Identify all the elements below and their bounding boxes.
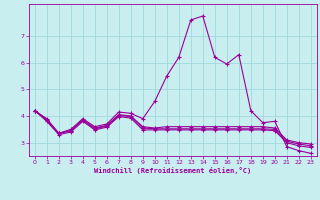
X-axis label: Windchill (Refroidissement éolien,°C): Windchill (Refroidissement éolien,°C) [94, 167, 252, 174]
